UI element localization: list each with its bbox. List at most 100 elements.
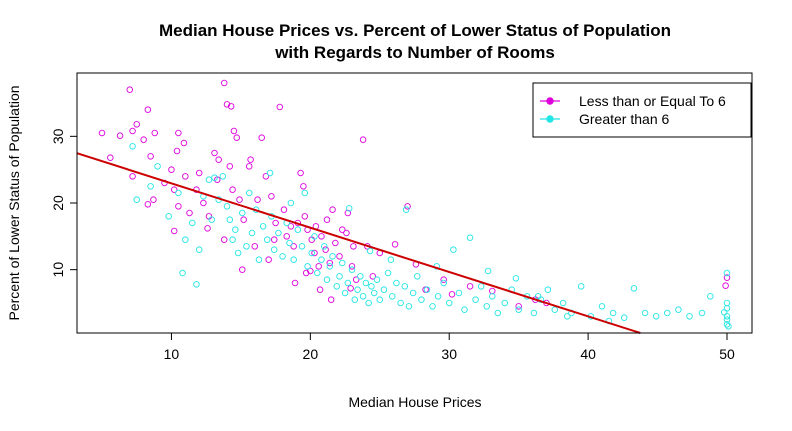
data-point-series-1-13 — [150, 196, 157, 203]
data-point-series-2-131 — [564, 313, 571, 320]
data-point-series-2-113 — [723, 316, 731, 323]
data-point-series-1-15 — [168, 166, 175, 173]
data-point-series-1-92 — [440, 276, 447, 283]
data-point-series-2-5 — [165, 213, 172, 220]
data-point-series-2-80 — [466, 234, 474, 241]
data-point-series-1-38 — [236, 196, 243, 203]
data-point-series-1-4 — [126, 86, 134, 93]
data-point-series-1-50 — [283, 233, 290, 240]
x-axis-label: Median House Prices — [348, 394, 481, 410]
data-point-series-1-19 — [170, 186, 178, 193]
data-point-series-1-46 — [272, 219, 279, 227]
data-point-series-2-33 — [290, 256, 297, 263]
data-point-series-2-50 — [344, 279, 352, 287]
data-point-series-1-72 — [348, 263, 356, 270]
data-point-series-1-30 — [215, 156, 222, 163]
data-point-series-2-108 — [707, 293, 714, 300]
data-point-series-2-110 — [723, 299, 731, 307]
data-point-series-1-93 — [448, 291, 456, 298]
data-point-series-2-32 — [286, 239, 293, 247]
data-point-series-2-103 — [652, 313, 660, 320]
data-point-series-2-100 — [620, 314, 628, 321]
data-point-series-2-20 — [239, 209, 246, 217]
data-point-series-2-126 — [402, 206, 410, 213]
data-point-series-2-37 — [304, 263, 311, 270]
data-point-series-1-32 — [223, 101, 231, 108]
data-point-series-2-17 — [229, 236, 236, 243]
data-point-series-1-20 — [175, 203, 182, 210]
data-point-series-2-39 — [311, 233, 318, 240]
data-point-series-1-68 — [336, 253, 343, 260]
data-point-series-2-2 — [133, 196, 140, 203]
data-point-series-1-44 — [262, 173, 270, 180]
data-point-series-1-26 — [200, 199, 207, 207]
x-axis: 10 20 30 40 50 — [164, 332, 735, 362]
data-point-series-2-25 — [259, 223, 267, 230]
data-point-series-2-107 — [698, 309, 706, 317]
data-point-series-2-120 — [245, 189, 253, 197]
data-point-series-2-96 — [577, 283, 585, 290]
legend-box — [532, 82, 752, 138]
data-point-series-1-101 — [307, 267, 314, 275]
data-point-series-1-73 — [350, 243, 357, 250]
data-point-series-2-18 — [232, 226, 239, 233]
data-point-series-1-1 — [98, 129, 106, 137]
data-point-series-1-84 — [251, 243, 259, 250]
x-tick-label: 30 — [441, 346, 457, 362]
data-point-series-1-22 — [182, 173, 189, 180]
data-point-series-1-8 — [140, 136, 147, 143]
data-point-series-2-90 — [530, 309, 538, 317]
data-point-series-1-6 — [133, 121, 140, 128]
data-point-series-2-72 — [423, 286, 431, 293]
data-point-series-1-79 — [291, 279, 299, 287]
data-point-series-1-34 — [230, 127, 238, 135]
data-point-series-2-40 — [314, 269, 321, 277]
data-point-series-2-102 — [641, 309, 649, 317]
data-point-series-2-11 — [205, 176, 213, 183]
data-point-series-2-116 — [725, 323, 732, 330]
data-point-series-2-55 — [359, 293, 367, 300]
data-point-series-1-54 — [297, 169, 304, 177]
y-tick-label: 30 — [50, 128, 66, 144]
data-point-series-2-16 — [226, 216, 234, 223]
x-tick-label: 20 — [303, 346, 319, 362]
data-point-series-2-125 — [387, 256, 395, 263]
data-point-series-2-24 — [255, 256, 263, 263]
data-point-series-1-39 — [240, 216, 247, 223]
data-point-series-1-69 — [339, 226, 346, 233]
data-point-series-2-38 — [308, 249, 315, 257]
data-point-series-2-56 — [362, 279, 370, 287]
data-point-series-1-85 — [239, 266, 246, 273]
data-point-series-1-100 — [722, 282, 729, 289]
data-point-series-1-75 — [359, 136, 367, 143]
data-point-series-2-54 — [357, 273, 364, 280]
data-point-series-1-87 — [204, 225, 211, 232]
x-tick-label: 50 — [719, 346, 735, 362]
data-point-series-1-7 — [129, 173, 136, 180]
data-point-series-2-93 — [551, 306, 559, 313]
data-point-series-1-33 — [227, 103, 235, 110]
data-point-series-1-56 — [301, 213, 309, 220]
data-point-series-1-35 — [233, 134, 240, 141]
data-point-series-1-9 — [144, 106, 152, 113]
data-point-series-2-123 — [345, 205, 353, 212]
data-point-series-2-85 — [494, 309, 502, 317]
data-point-series-2-1 — [129, 143, 136, 150]
y-axis: 10 20 30 — [50, 128, 78, 277]
data-point-series-1-74 — [352, 276, 360, 283]
data-point-series-1-80 — [302, 269, 310, 277]
data-point-series-1-95 — [489, 287, 496, 295]
data-point-series-2-83 — [483, 303, 490, 310]
data-point-series-2-92 — [544, 286, 552, 293]
data-point-series-2-70 — [414, 273, 421, 280]
data-point-series-2-43 — [323, 276, 331, 283]
data-point-series-2-9 — [195, 246, 203, 253]
data-point-series-1-41 — [247, 156, 254, 163]
data-point-series-2-42 — [320, 243, 328, 250]
y-tick-label: 20 — [50, 195, 66, 211]
data-point-series-2-26 — [264, 236, 271, 243]
regression-layer — [76, 152, 641, 334]
points-layer — [98, 79, 732, 330]
data-point-series-2-98 — [598, 303, 606, 310]
data-point-series-2-6 — [175, 189, 182, 197]
